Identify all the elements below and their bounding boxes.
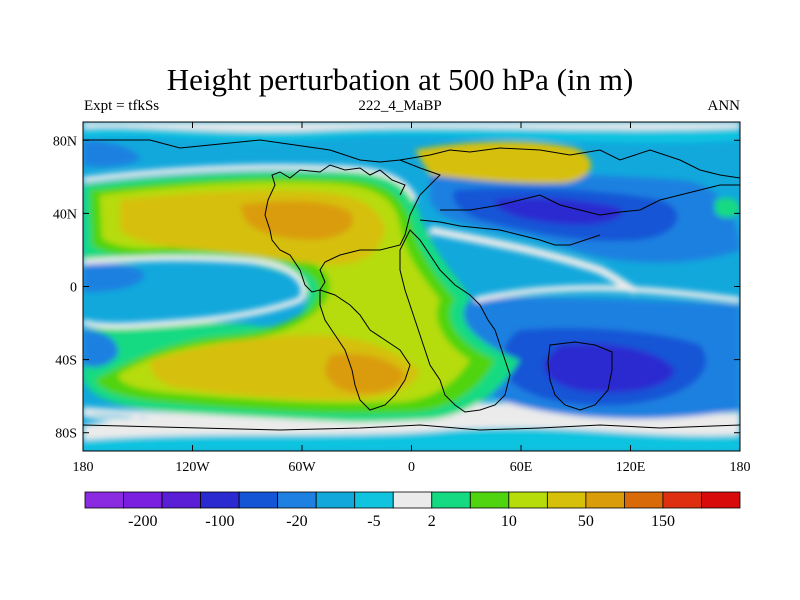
- y-tick-label: 80N: [53, 134, 77, 149]
- colorbar-label: -5: [367, 513, 380, 530]
- colorbar-label: -20: [286, 513, 307, 530]
- colorbar-swatch: [354, 491, 394, 509]
- colorbar-label: 50: [578, 513, 594, 530]
- y-tick-label: 80S: [55, 427, 77, 442]
- colorbar-swatch: [277, 491, 317, 509]
- colorbar-label: 10: [501, 513, 517, 530]
- x-tick-label: 60E: [510, 460, 533, 475]
- x-tick-label: 180: [73, 460, 94, 475]
- case-label: 222_4_MaBP: [358, 98, 442, 114]
- colorbar-label: 2: [428, 513, 436, 530]
- coastlines: [83, 139, 740, 431]
- plot-title: Height perturbation at 500 hPa (in m): [166, 62, 634, 97]
- colorbar: -200 -100 -20 -5 2 10 50 150: [84, 491, 741, 530]
- season-label: ANN: [707, 98, 741, 114]
- colorbar-swatch: [701, 491, 741, 509]
- colorbar-swatch: [161, 491, 201, 509]
- y-tick-label: 40S: [55, 354, 77, 369]
- colorbar-swatch: [84, 491, 124, 509]
- colorbar-label: -100: [205, 513, 234, 530]
- colorbar-swatch: [238, 491, 279, 509]
- contour-field: [83, 122, 740, 451]
- y-tick-label: 40N: [53, 207, 77, 222]
- colorbar-swatch: [662, 491, 702, 509]
- colorbar-swatch: [585, 491, 625, 509]
- y-axis: 80N 40N 0 40S 80S: [53, 134, 740, 442]
- colorbar-swatch: [392, 491, 433, 509]
- x-tick-label: 180: [730, 460, 751, 475]
- experiment-label: Expt = tfkSs: [84, 98, 160, 114]
- colorbar-label: 150: [651, 513, 675, 530]
- x-tick-label: 120W: [175, 460, 210, 475]
- x-axis: 180 120W 60W 0 60E 120E 180: [73, 122, 751, 475]
- colorbar-swatch: [508, 491, 548, 509]
- x-tick-label: 60W: [288, 460, 316, 475]
- colorbar-label: -200: [128, 513, 157, 530]
- colorbar-swatch: [431, 491, 471, 509]
- x-tick-label: 120E: [616, 460, 646, 475]
- colorbar-swatch: [123, 491, 163, 509]
- y-tick-label: 0: [70, 281, 77, 296]
- colorbar-swatch: [200, 491, 240, 509]
- colorbar-swatch: [469, 491, 510, 509]
- colorbar-swatch: [546, 491, 587, 509]
- colorbar-swatch: [315, 491, 356, 509]
- colorbar-swatch: [624, 491, 664, 509]
- x-tick-label: 0: [408, 460, 415, 475]
